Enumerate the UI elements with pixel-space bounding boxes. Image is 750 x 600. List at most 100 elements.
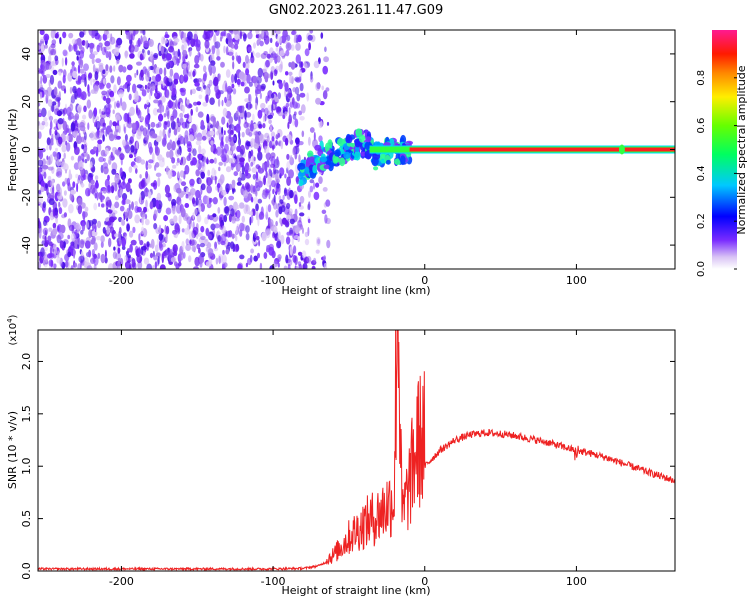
spectrogram-noise-speckle	[272, 231, 276, 239]
colorbar-label: Normalized spectral amplitude	[735, 65, 748, 234]
spectrogram-noise-speckle	[177, 171, 180, 179]
spectrogram-noise-speckle	[181, 228, 185, 233]
spectrogram-x-tick-label: 100	[566, 274, 587, 287]
spectrogram-signal-blob	[365, 136, 372, 143]
spectrogram-noise-speckle	[113, 134, 118, 141]
spectrogram-noise-speckle	[162, 139, 167, 146]
spectrogram-noise-speckle	[222, 249, 225, 255]
spectrogram-noise-speckle	[219, 190, 223, 201]
snr-axes-frame	[37, 329, 676, 572]
spectrogram-noise-speckle	[292, 147, 297, 156]
spectrogram-noise-speckle	[326, 239, 331, 249]
spectrogram-noise-speckle	[139, 53, 144, 61]
spectrogram-noise-speckle	[93, 107, 98, 117]
spectrogram-noise-speckle	[325, 199, 331, 207]
spectrogram-noise-speckle	[50, 178, 55, 188]
spectrogram-noise-speckle	[259, 92, 262, 100]
spectrogram-noise-speckle	[294, 76, 300, 82]
spectrogram-noise-speckle	[96, 220, 102, 229]
spectrogram-noise-speckle	[144, 103, 148, 110]
spectrogram-noise-speckle	[255, 203, 259, 212]
spectrogram-noise-speckle	[209, 68, 213, 76]
spectrogram-noise-speckle	[309, 127, 315, 133]
spectrogram-noise-speckle	[118, 235, 122, 245]
colorbar-tick-label: 0.8	[696, 70, 707, 86]
spectrogram-noise-speckle	[165, 192, 172, 198]
spectrogram-noise-speckle	[216, 183, 221, 189]
spectrogram-noise-speckle	[231, 55, 235, 61]
spectrogram-noise-speckle	[275, 47, 279, 52]
spectrogram-noise-speckle	[246, 101, 252, 110]
spectrogram-noise-speckle	[301, 250, 307, 259]
spectrogram-noise-speckle	[133, 30, 136, 37]
spectrogram-noise-speckle	[302, 264, 306, 269]
spectrogram-noise-speckle	[197, 111, 204, 118]
spectrogram-noise-speckle	[188, 191, 194, 201]
spectrogram-noise-speckle	[147, 191, 152, 199]
spectrogram-noise-speckle	[241, 215, 245, 223]
spectrogram-noise-speckle	[167, 169, 173, 179]
spectrogram-noise-speckle	[63, 88, 67, 94]
spectrogram-noise-speckle	[287, 92, 293, 98]
spectrogram-noise-speckle	[232, 88, 237, 95]
spectrogram-noise-speckle	[240, 81, 245, 87]
spectrogram-noise-speckle	[137, 109, 142, 119]
spectrogram-noise-speckle	[143, 187, 150, 197]
spectrogram-noise-speckle	[158, 233, 164, 241]
spectrogram-noise-speckle	[102, 122, 106, 127]
spectrogram-noise-speckle	[40, 43, 45, 54]
spectrogram-noise-speckle	[299, 212, 305, 217]
spectrogram-noise-speckle	[41, 107, 47, 118]
spectrogram-noise-speckle	[190, 89, 193, 96]
spectrogram-noise-speckle	[60, 224, 66, 234]
spectrogram-noise-speckle	[104, 147, 109, 155]
spectrogram-signal-blob	[354, 150, 361, 161]
spectrogram-noise-speckle	[52, 243, 57, 250]
spectrogram-noise-speckle	[206, 177, 212, 186]
spectrogram-noise-speckle	[44, 241, 49, 247]
spectrogram-noise-speckle	[197, 78, 202, 83]
spectrogram-noise-speckle	[176, 187, 182, 194]
spectrogram-noise-speckle	[196, 214, 202, 223]
spectrogram-noise-speckle	[166, 89, 170, 99]
spectrogram-noise-speckle	[155, 227, 161, 235]
spectrogram-noise-speckle	[207, 169, 211, 177]
spectrogram-noise-speckle	[106, 225, 110, 235]
spectrogram-noise-speckle	[87, 122, 90, 130]
spectrogram-noise-speckle	[258, 33, 262, 42]
spectrogram-noise-speckle	[182, 105, 185, 114]
snr-x-axis-label: Height of straight line (km)	[281, 584, 430, 597]
spectrogram-noise-speckle	[304, 48, 310, 57]
spectrogram-noise-speckle	[176, 157, 180, 163]
spectrogram-y-tick-label: 40	[20, 47, 33, 61]
spectrogram-noise-speckle	[148, 66, 151, 71]
spectrogram-noise-speckle	[263, 51, 268, 56]
spectrogram-noise-speckle	[189, 238, 195, 247]
spectrogram-noise-speckle	[296, 93, 301, 102]
spectrogram-noise-speckle	[59, 37, 62, 45]
spectrogram-noise-speckle	[197, 198, 203, 207]
spectrogram-noise-speckle	[255, 181, 259, 189]
spectrogram-noise-speckle	[289, 245, 293, 256]
spectrogram-noise-speckle	[155, 66, 161, 75]
spectrogram-noise-speckle	[275, 220, 278, 227]
spectrogram-noise-speckle	[89, 131, 96, 141]
spectrogram-noise-speckle	[74, 146, 80, 155]
spectrogram-noise-speckle	[123, 112, 129, 123]
spectrogram-noise-speckle	[126, 223, 130, 232]
spectrogram-noise-speckle	[246, 257, 252, 266]
spectrogram-noise-speckle	[236, 181, 242, 186]
spectrogram-noise-speckle	[263, 75, 269, 80]
spectrogram-noise-speckle	[291, 77, 294, 85]
spectrogram-noise-speckle	[297, 34, 302, 43]
spectrogram-noise-speckle	[103, 78, 106, 85]
spectrogram-noise-speckle	[184, 227, 190, 235]
spectrogram-noise-speckle	[308, 190, 311, 198]
spectrogram-noise-speckle	[70, 155, 75, 161]
spectrogram-noise-speckle	[62, 181, 66, 187]
spectrogram-noise-speckle	[171, 198, 177, 207]
spectrogram-noise-speckle	[270, 180, 276, 188]
spectrogram-noise-speckle	[97, 139, 103, 145]
spectrogram-noise-speckle	[245, 232, 250, 241]
spectrogram-noise-speckle	[139, 193, 142, 204]
